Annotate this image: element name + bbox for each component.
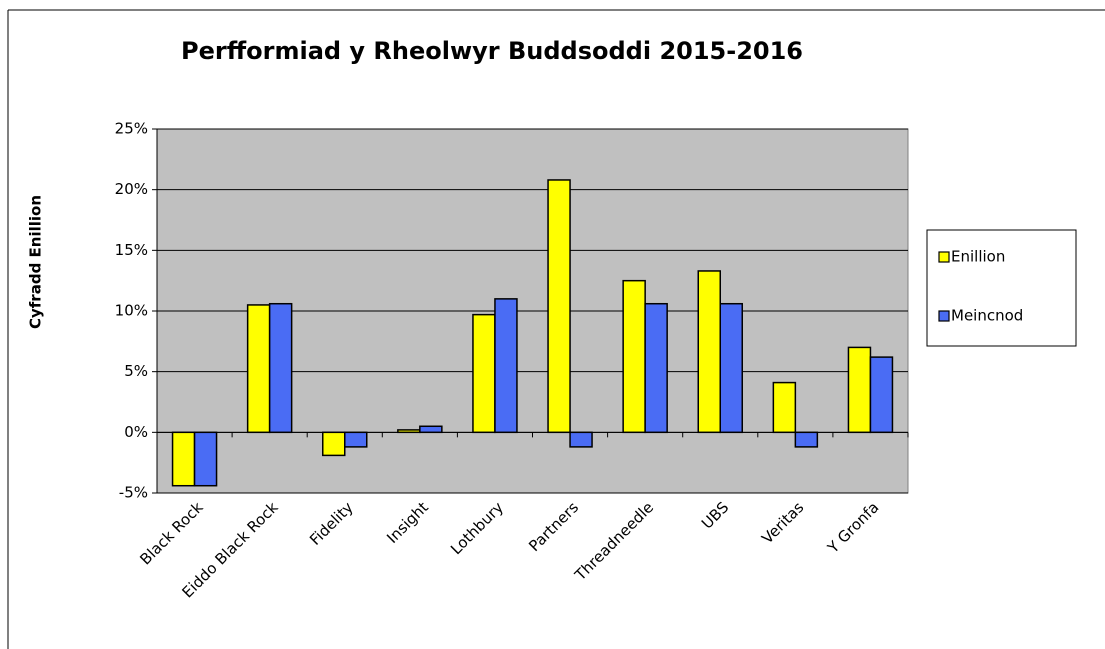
- x-tick-label: Lothbury: [447, 498, 507, 558]
- y-tick-label: 10%: [115, 302, 148, 320]
- bar: [794, 431, 819, 448]
- x-tick-label: Insight: [383, 498, 432, 547]
- x-tick-label: Threadneedle: [571, 498, 658, 585]
- x-tick-label: Fidelity: [306, 498, 357, 549]
- y-tick-label: 0%: [124, 423, 148, 441]
- bar: [719, 302, 743, 434]
- x-tick-label: Y Gronfa: [823, 498, 882, 557]
- y-tick-label: 25%: [115, 120, 148, 138]
- legend-box: [926, 229, 1077, 347]
- legend-swatch: [938, 310, 950, 322]
- bar: [246, 304, 271, 434]
- bar: [772, 381, 797, 434]
- bar: [322, 431, 346, 457]
- chart-title: Perfformiad y Rheolwyr Buddsoddi 2015-20…: [181, 37, 803, 65]
- bar: [171, 431, 196, 487]
- bar: [644, 302, 668, 434]
- x-tick-label: Partners: [525, 498, 582, 555]
- bar: [419, 425, 443, 434]
- bar: [869, 356, 894, 434]
- legend-label: Enillion: [951, 248, 1005, 266]
- y-tick-label: 15%: [115, 241, 148, 259]
- bar: [569, 431, 593, 448]
- bar: [494, 298, 518, 434]
- bar: [344, 431, 368, 448]
- legend-label: Meincnod: [951, 307, 1023, 325]
- bar: [472, 313, 496, 434]
- bar: [547, 179, 571, 434]
- bar: [268, 302, 293, 434]
- legend-swatch: [938, 251, 950, 263]
- bar: [697, 270, 721, 434]
- y-tick-label: 20%: [115, 180, 148, 198]
- x-tick-label: Veritas: [758, 498, 807, 547]
- x-tick-label: UBS: [698, 498, 732, 532]
- y-axis-label: Cyfradd Enillion: [27, 195, 45, 329]
- y-tick-label: 5%: [124, 362, 148, 380]
- y-tick-label: -5%: [119, 484, 148, 502]
- x-tick-label: Black Rock: [136, 498, 206, 568]
- bar: [193, 431, 218, 487]
- bar: [622, 279, 646, 434]
- bar: [847, 346, 872, 434]
